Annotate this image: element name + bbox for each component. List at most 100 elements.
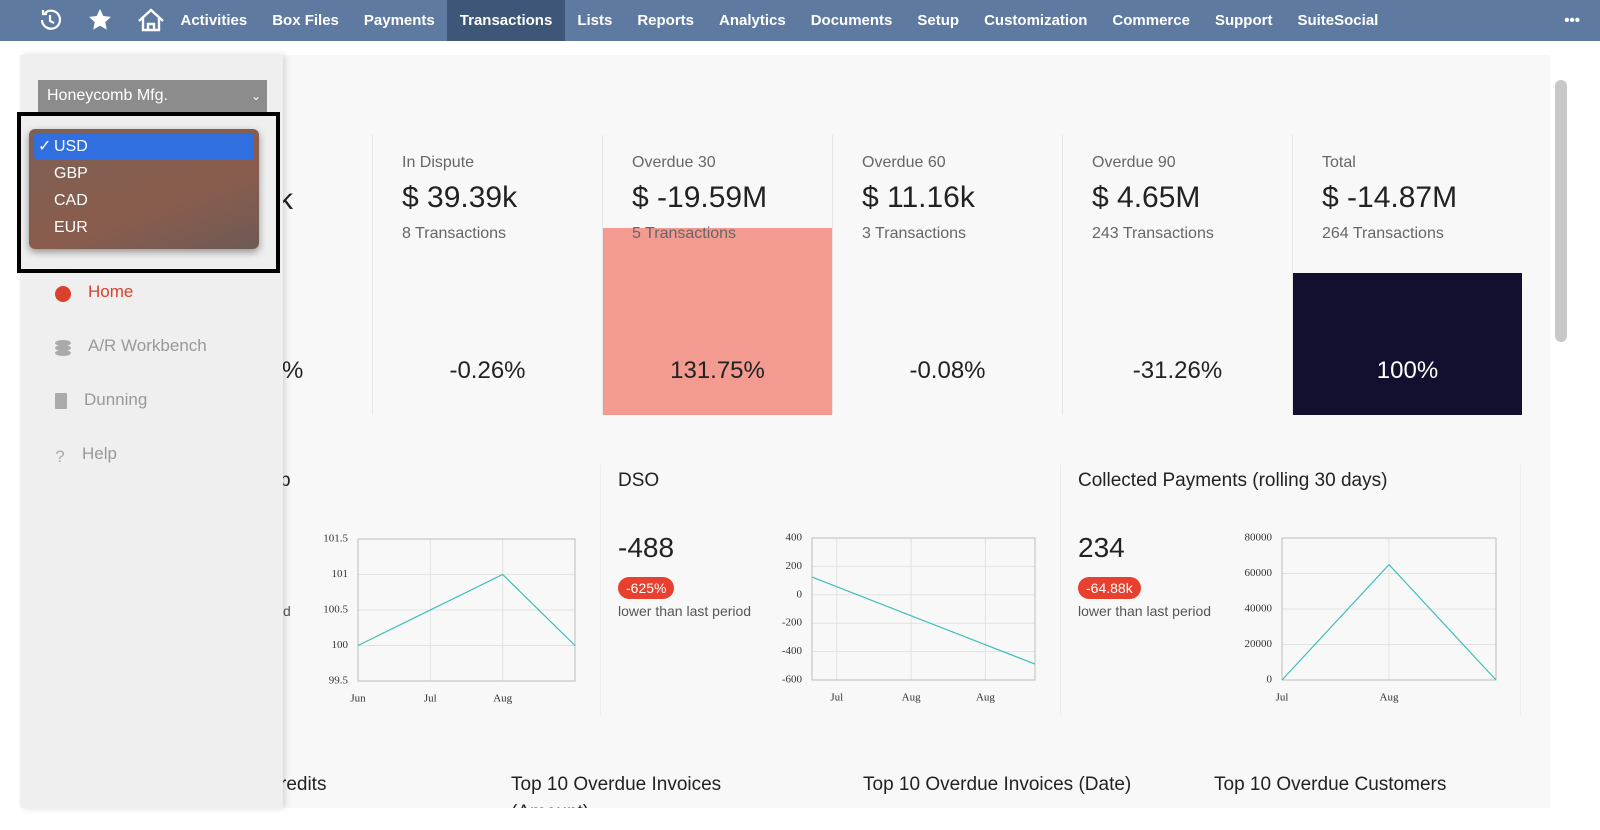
check-mark: ✓ [38,138,52,155]
section-title: Top 10 Overdue Customers [1214,774,1447,795]
nav-item[interactable]: Payments [363,12,435,29]
summary-card[interactable]: Overdue 60 $ 11.16k 3 Transactions -0.08% [832,135,1062,415]
company-name: Honeycomb Mfg. [47,87,168,104]
nav-item[interactable]: Lists [577,12,613,29]
y-tick-label: -600 [782,674,803,686]
card-percent: -31.26% [1132,357,1223,384]
first-card-percent: % [282,357,304,384]
data-line [811,576,1036,665]
chart-title: DSO [618,470,660,491]
y-tick-label: 100 [332,639,349,651]
y-tick-label: 60000 [1245,567,1273,579]
x-tick-label: Aug [1380,692,1399,704]
currency-option[interactable]: EUR [54,219,88,236]
y-tick-label: -200 [782,617,803,629]
history-icon[interactable] [40,9,62,30]
menu-item[interactable]: Home [88,282,134,301]
divider [1520,465,1521,715]
y-tick-label: 0 [1267,674,1273,686]
y-tick-label: -400 [782,645,803,657]
y-tick-label: 100.5 [323,604,348,616]
x-tick-label: Aug [493,693,512,705]
nav-item[interactable]: Transactions [447,0,565,41]
kpi-note: lower than last period [1078,603,1212,619]
section-title: redits [280,774,327,795]
card-percent: 131.75% [670,357,765,384]
nav-item[interactable]: Analytics [719,12,786,29]
card-bar [603,227,832,415]
section-title: Top 10 Overdue Invoices (Amount) [511,774,722,808]
card-amount: $ 39.39k [402,181,518,214]
card-label: Overdue 60 [862,154,946,171]
currency-option[interactable]: USD ✓ [34,133,254,160]
y-tick-label: 40000 [1245,603,1273,615]
more-menu[interactable]: ••• [1564,12,1580,29]
star-icon[interactable] [89,9,111,30]
card-transactions: 3 Transactions [862,225,967,242]
card-transactions: 243 Transactions [1092,225,1214,242]
nav-item[interactable]: Commerce [1112,12,1190,29]
plot-frame [1281,537,1497,681]
nav-item[interactable]: Reports [637,12,695,29]
chart-note: d [283,603,291,619]
x-tick-label: Aug [976,692,995,704]
workbench-icon [55,340,71,356]
nav-item[interactable]: SuiteSocial [1297,12,1379,29]
card-transactions: 264 Transactions [1322,225,1444,242]
card-percent: -0.26% [449,357,526,384]
menu-icons: ? [55,286,71,466]
currency-dropdown: USD ✓ GBP CAD EUR [29,129,259,249]
menu-item[interactable]: Help [82,444,117,463]
kpi-badge: -64.88k [1078,577,1141,599]
card-bar [1293,273,1522,415]
divider [600,465,601,715]
card-label: Overdue 90 [1092,154,1176,171]
chart-title: Collected Payments (rolling 30 days) [1078,470,1388,491]
currency-option[interactable]: CAD [54,192,88,209]
nav-item[interactable]: Support [1214,12,1273,29]
kpi-badge: -625% [618,577,675,599]
y-tick-label: 80000 [1245,532,1273,544]
dunning-icon [55,393,67,409]
card-amount: $ 4.65M [1092,181,1201,214]
card-label: In Dispute [402,154,475,171]
card-label: Total [1322,154,1356,171]
scrollbar[interactable] [1555,80,1567,342]
summary-card[interactable]: Total $ -14.87M 264 Transactions 100% [1292,135,1522,415]
kpi-note: lower than last period [618,603,752,619]
x-tick-label: Jun [350,693,366,705]
currency-option[interactable]: GBP [54,165,88,182]
sidebar: Honeycomb Mfg. ⌄ USD ✓ GBP CAD EUR ? Home A/R … [17,55,283,808]
x-tick-label: Aug [902,692,921,704]
menu-item[interactable]: Dunning [84,390,148,409]
data-line [1281,563,1497,681]
home-icon[interactable] [138,8,164,32]
y-tick-label: 200 [786,560,803,572]
x-tick-label: Jul [1276,692,1289,704]
card-amount: $ -14.87M [1322,181,1458,214]
y-tick-label: 101.5 [323,533,348,545]
summary-card[interactable]: Overdue 90 $ 4.65M 243 Transactions -31.26% [1062,135,1292,415]
company-select[interactable]: Honeycomb Mfg. ⌄ [38,80,267,112]
nav-item[interactable]: Activities [180,12,248,29]
plot-frame [811,537,1036,681]
nav-item[interactable]: Documents [810,12,893,29]
data-line [357,573,576,647]
card-percent: -0.08% [909,357,986,384]
menu-item[interactable]: A/R Workbench [88,336,207,355]
nav-item[interactable]: Setup [917,12,960,29]
nav-item[interactable]: Box Files [272,12,339,29]
nav-item[interactable]: Customization [984,12,1088,29]
summary-card[interactable]: In Dispute $ 39.39k 8 Transactions -0.26% [372,135,602,415]
summary-card[interactable]: Overdue 30 $ -19.59M 5 Transactions 131.75% [602,135,832,415]
x-tick-label: Jul [424,693,437,705]
nav-items: Activities Box Files Payments Transactions L… [168,0,1391,41]
kpi-value: -488 [618,532,675,563]
x-tick-label: Jul [830,692,843,704]
kpi-value: 234 [1078,532,1125,563]
card-label: Overdue 30 [632,154,716,171]
plot-frame [357,538,576,682]
highlight-box [17,112,280,273]
